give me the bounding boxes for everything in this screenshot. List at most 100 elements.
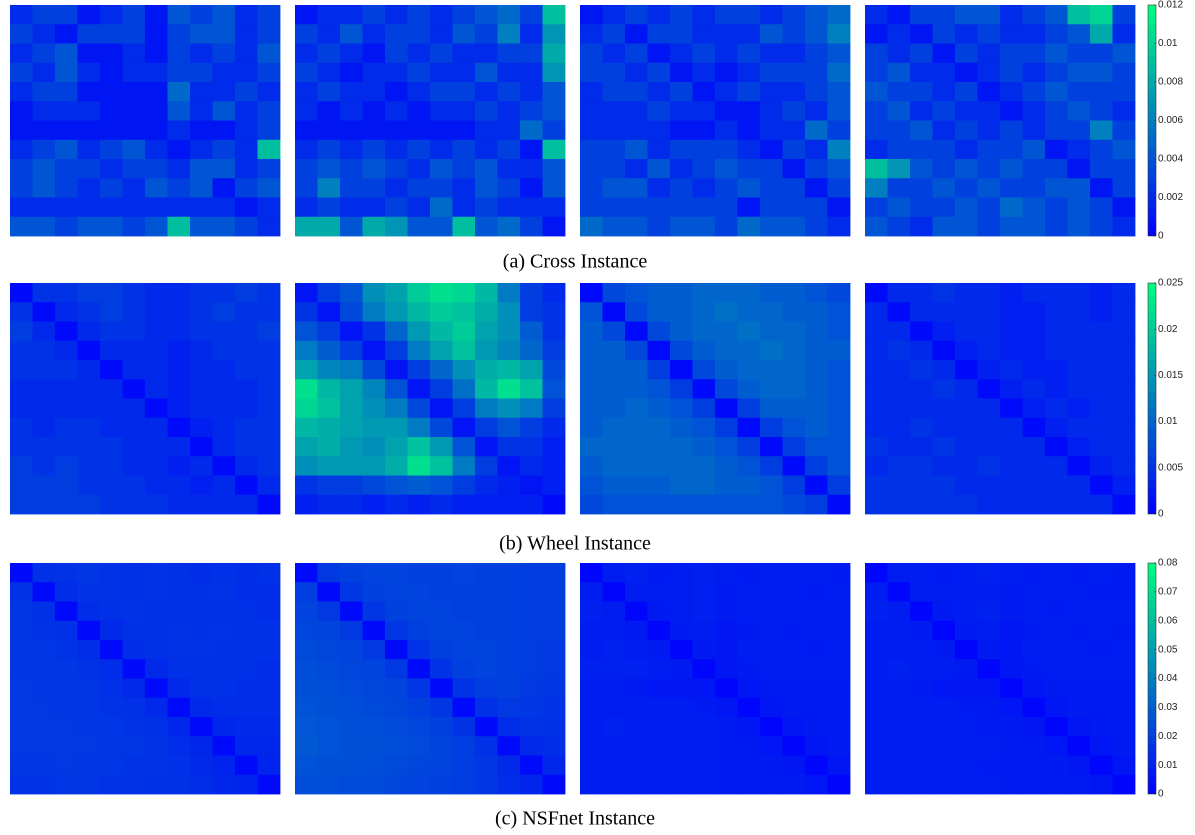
heatmap-cell xyxy=(407,340,431,361)
heatmap-cell xyxy=(625,82,648,102)
heatmap-cell xyxy=(602,417,626,438)
heatmap-cell xyxy=(760,120,783,141)
heatmap-cell xyxy=(497,101,521,121)
heatmap-cell xyxy=(647,24,671,44)
heatmap-cell xyxy=(77,139,101,160)
heatmap-cell xyxy=(407,736,431,756)
heatmap-cell xyxy=(805,678,828,699)
heatmap-cell xyxy=(32,5,56,25)
heatmap-cell xyxy=(212,456,236,476)
heatmap-cell xyxy=(430,659,453,679)
heatmap-cell xyxy=(407,302,431,322)
heatmap-cell xyxy=(55,774,78,795)
heatmap-cell xyxy=(362,475,386,496)
heatmap-cell xyxy=(167,678,191,699)
heatmap-cell xyxy=(977,178,1001,198)
heatmap-cell xyxy=(362,659,386,679)
heatmap-cell xyxy=(910,101,933,121)
heatmap-cell xyxy=(760,494,783,515)
heatmap-cell xyxy=(100,659,123,679)
heatmap-cell xyxy=(865,563,888,583)
heatmap-cell xyxy=(167,774,191,795)
heatmap-cell xyxy=(497,379,521,399)
heatmap-cell xyxy=(77,101,101,121)
heatmap-cell xyxy=(865,62,888,83)
heatmap-cell xyxy=(362,640,386,660)
heatmap-cell xyxy=(257,5,281,25)
heatmap-cell xyxy=(602,360,626,380)
heatmap-cell xyxy=(715,774,738,795)
heatmap-cell xyxy=(542,717,566,737)
heatmap-cell xyxy=(257,736,281,756)
heatmap-cell xyxy=(55,417,78,438)
heatmap-cell xyxy=(1022,178,1046,198)
heatmap-cell xyxy=(865,139,888,160)
heatmap-cell xyxy=(430,456,453,476)
heatmap-cell xyxy=(760,139,783,160)
heatmap-cell xyxy=(1090,582,1113,602)
heatmap-cell xyxy=(235,139,258,160)
heatmap-cell xyxy=(602,5,626,25)
heatmap-cell xyxy=(430,340,453,361)
heatmap-cell xyxy=(827,437,851,457)
heatmap-cell xyxy=(977,717,1001,737)
colorbar-tick-label: 0.04 xyxy=(1158,673,1178,684)
heatmap-cell xyxy=(692,755,716,776)
heatmap-cell xyxy=(647,283,671,303)
heatmap-cell xyxy=(865,340,888,361)
colorbar-tick-label: 0 xyxy=(1158,509,1164,520)
heatmap-cell xyxy=(1112,563,1136,583)
heatmap-cell xyxy=(887,82,911,102)
heatmap-cell xyxy=(362,302,386,322)
heatmap-cell xyxy=(670,340,693,361)
caption: (b) Wheel Instance xyxy=(499,533,651,555)
colorbar-tick-label: 0.02 xyxy=(1158,731,1178,742)
heatmap-cell xyxy=(827,24,851,44)
heatmap-cell xyxy=(167,437,191,457)
heatmap-cell xyxy=(1022,697,1046,718)
heatmap-cell xyxy=(887,43,911,64)
heatmap-cell xyxy=(625,101,648,121)
heatmap-cell xyxy=(887,736,911,756)
heatmap-cell xyxy=(167,379,191,399)
heatmap-cell xyxy=(1022,717,1046,737)
heatmap-cell xyxy=(1067,620,1091,641)
heatmap-cell xyxy=(235,120,258,141)
heatmap-cell xyxy=(827,601,851,622)
heatmap-cell xyxy=(647,736,671,756)
heatmap-cell xyxy=(1022,456,1046,476)
heatmap-cell xyxy=(782,159,806,179)
heatmap-cell xyxy=(1045,736,1068,756)
heatmap-cell xyxy=(100,321,123,342)
heatmap-cell xyxy=(932,494,956,515)
heatmap-cell xyxy=(340,139,363,160)
heatmap-cell xyxy=(1067,755,1091,776)
heatmap-cell xyxy=(340,302,363,322)
heatmap-cell xyxy=(452,563,476,583)
heatmap-cell xyxy=(827,5,851,25)
heatmap-cell xyxy=(497,582,521,602)
heatmap-cell xyxy=(475,437,498,457)
heatmap-cell xyxy=(887,321,911,342)
heatmap-cell xyxy=(1022,82,1046,102)
heatmap-cell xyxy=(475,456,498,476)
heatmap-cell xyxy=(805,717,828,737)
heatmap-cell xyxy=(190,640,213,660)
heatmap-cell xyxy=(542,774,566,795)
heatmap-cell xyxy=(602,563,626,583)
heatmap-cell xyxy=(190,101,213,121)
heatmap-cell xyxy=(887,120,911,141)
heatmap-cell xyxy=(1112,697,1136,718)
heatmap-cell xyxy=(520,101,543,121)
heatmap-cell xyxy=(580,379,603,399)
heatmap-cell xyxy=(1022,283,1046,303)
heatmap-cell xyxy=(430,159,453,179)
heatmap-cell xyxy=(737,582,761,602)
heatmap-cell xyxy=(580,321,603,342)
heatmap-cell xyxy=(1090,340,1113,361)
heatmap-cell xyxy=(407,755,431,776)
heatmap-cell xyxy=(1000,379,1023,399)
heatmap-cell xyxy=(647,197,671,218)
heatmap-cell xyxy=(497,216,521,237)
heatmap-cell xyxy=(452,601,476,622)
